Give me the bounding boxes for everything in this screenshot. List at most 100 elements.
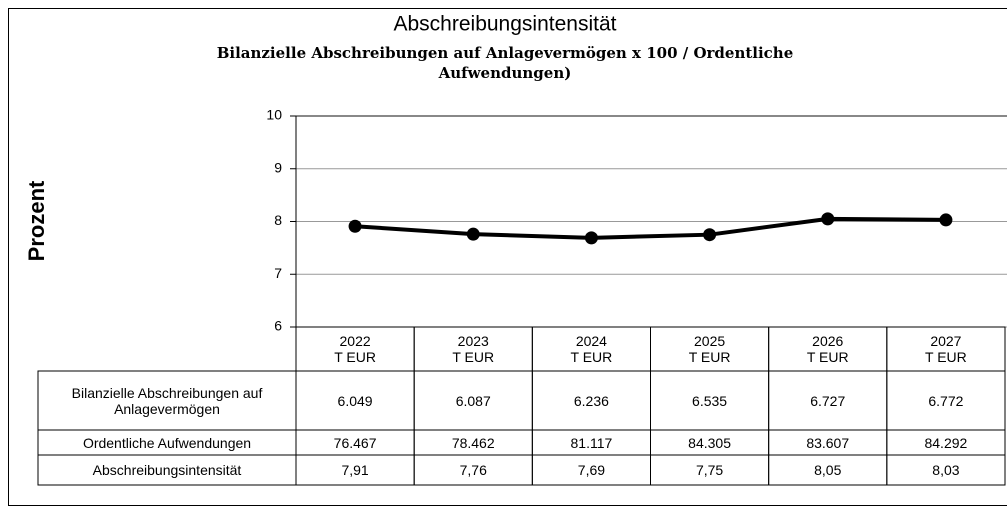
cell-box: 7,91	[296, 455, 414, 485]
cell-box: 7,75	[651, 455, 769, 485]
cell: 2023 T EUR	[414, 327, 532, 371]
cell-box: 6.535	[651, 371, 769, 430]
data-point	[703, 228, 717, 242]
cell: 81.117	[532, 430, 650, 455]
cell: 8,03	[887, 455, 1005, 485]
table-value: 81.117	[570, 434, 613, 451]
x-tick-label: T EUR	[925, 349, 967, 365]
cell: Ordentliche Aufwendungen	[40, 430, 294, 455]
data-point	[466, 227, 480, 241]
row-label: Abschreibungsintensität	[92, 462, 242, 478]
data-point	[584, 231, 598, 245]
cell-box: 84.292	[887, 430, 1005, 455]
data-point	[939, 213, 953, 227]
table-cell	[886, 454, 1006, 486]
table-value: 84.292	[924, 434, 968, 451]
table-value: 6.236	[573, 392, 609, 409]
cell: 2024 T EUR	[532, 327, 650, 371]
cell: 8,05	[769, 455, 887, 485]
y-tick-label: 8	[274, 212, 282, 228]
x-tick-label: 2022	[339, 333, 371, 349]
table-value: 6.727	[810, 392, 846, 409]
cell: 78.462	[414, 430, 532, 455]
y-tick-label: 6	[274, 318, 282, 334]
chart-subtitle: Bilanzielle Abschreibungen auf Anlagever…	[216, 44, 794, 82]
table-value: 7,75	[695, 462, 724, 478]
table-value: 84.305	[688, 434, 731, 451]
table-value: 7,91	[341, 462, 369, 478]
table-value: 6.049	[337, 392, 373, 409]
cell: 6.772	[887, 371, 1005, 430]
cell-box: 78.462	[414, 430, 532, 455]
cell-box: Bilanzielle Abschreibungen auf Anlagever…	[40, 371, 294, 430]
cell-box: 7,69	[532, 455, 650, 485]
cell-box: 76.467	[296, 430, 414, 455]
table-value: 7,69	[577, 462, 606, 478]
chart-border	[8, 8, 1007, 506]
cell: 7,76	[414, 455, 532, 485]
y-tick-label: 9	[274, 159, 282, 175]
data-point	[348, 219, 362, 233]
table-value: 76.467	[333, 434, 377, 451]
y-tick-label: 10	[266, 107, 282, 123]
cell: 76.467	[296, 430, 414, 455]
cell-box: 6.772	[887, 371, 1005, 430]
cell-box: 6.727	[769, 371, 887, 430]
cell-box: 6.236	[532, 371, 650, 430]
row-label: Ordentliche Aufwendungen	[82, 434, 252, 451]
cell-box: 7,76	[414, 455, 532, 485]
x-tick-label: 2026	[812, 333, 844, 349]
x-tick-label: 2023	[457, 333, 489, 349]
cell: Abschreibungsintensität	[40, 455, 294, 485]
cell: 7,69	[532, 455, 650, 485]
data-line	[354, 216, 946, 240]
x-tick-label: T EUR	[334, 349, 376, 365]
subtitle-box: Bilanzielle Abschreibungen auf Anlagever…	[216, 44, 794, 82]
x-tick-label: 2025	[694, 333, 726, 349]
table-value: 83.607	[806, 434, 850, 451]
cell: Bilanzielle Abschreibungen auf Anlagever…	[40, 371, 294, 430]
table-value: 6.535	[692, 392, 728, 409]
table-value: 6.087	[455, 392, 491, 409]
cell: 2025 T EUR	[651, 327, 769, 371]
cell-box: 6.049	[296, 371, 414, 430]
cell-box: 84.305	[651, 430, 769, 455]
cell: 2027 T EUR	[887, 327, 1005, 371]
x-tick-label: 2024	[575, 333, 607, 349]
table-value: 6.772	[928, 392, 964, 409]
chart-title: Abschreibungsintensität	[394, 13, 617, 36]
cell-box: Abschreibungsintensität	[40, 455, 294, 485]
cell: 6.535	[651, 371, 769, 430]
cell: 84.292	[887, 430, 1005, 455]
cell: 6.087	[414, 371, 532, 430]
table-value: 78.462	[451, 434, 495, 451]
x-tick-label: T EUR	[806, 349, 849, 365]
cell: 7,91	[296, 455, 414, 485]
cell-box: 81.117	[532, 430, 650, 455]
cell-box: 83.607	[806, 434, 850, 451]
x-tick-label: T EUR	[688, 349, 731, 365]
table-value: 7,76	[459, 462, 487, 478]
cell: 2026 T EUR	[769, 327, 887, 371]
cell: 84.305	[651, 430, 769, 455]
cell-box: Ordentliche Aufwendungen	[40, 430, 294, 455]
y-tick-label: 7	[274, 265, 282, 281]
x-tick-label: T EUR	[452, 349, 495, 365]
table-value: 8,03	[932, 462, 960, 478]
cell: 6.727	[769, 371, 887, 430]
cell: 6.236	[532, 371, 650, 430]
cell: 6.049	[296, 371, 414, 430]
row-label: Bilanzielle Abschreibungen auf Anlagever…	[71, 384, 263, 417]
cell-box: 8,03	[887, 455, 1005, 485]
y-axis-label: Prozent	[24, 180, 49, 261]
table-value: 8,05	[814, 462, 842, 478]
cell: 7,75	[651, 455, 769, 485]
